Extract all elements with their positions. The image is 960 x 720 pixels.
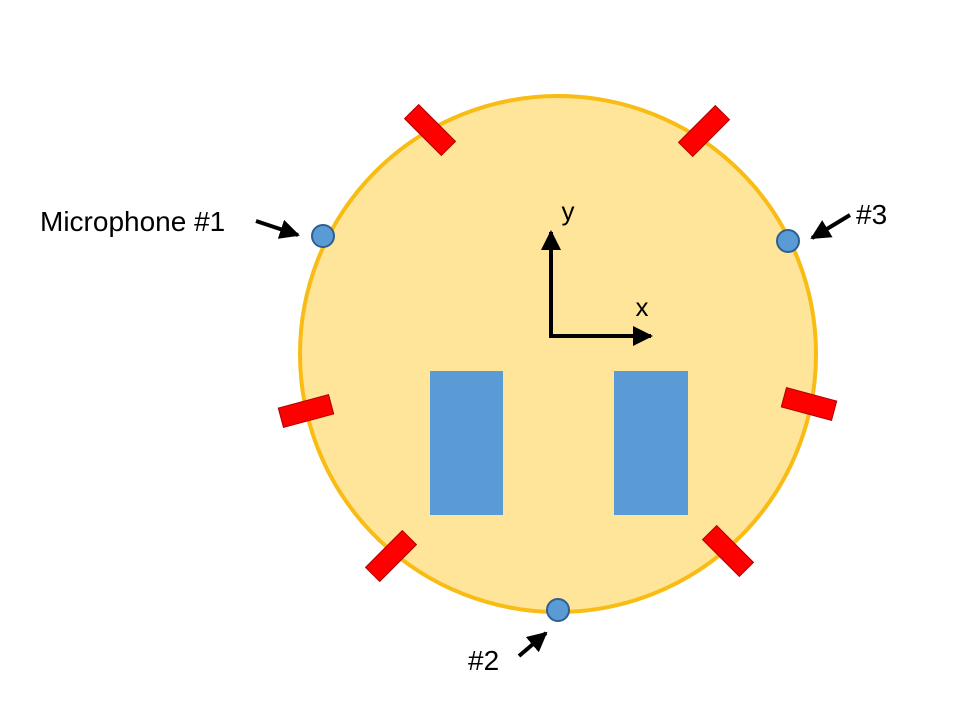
y-axis-label: y [562, 196, 575, 226]
sensor-right [780, 386, 838, 422]
microphone-2-icon [546, 598, 570, 622]
microphone-2-label: #2 [468, 645, 499, 676]
sensor-left [277, 393, 335, 429]
microphone-1-pointer-arrow-icon [255, 219, 300, 239]
x-axis-label: x [636, 292, 649, 322]
sensor-top-left [403, 103, 457, 157]
sensor-top-right [677, 104, 731, 158]
microphone-1-label: Microphone #1 [40, 206, 225, 237]
robot-body [298, 94, 818, 614]
microphone-3-pointer-arrow-icon [810, 213, 852, 240]
microphone-2-pointer-arrow-icon [517, 631, 548, 658]
microphone-3-icon [776, 229, 800, 253]
wheel-left [430, 371, 503, 515]
sensor-bottom-left [364, 529, 418, 583]
wheel-right [614, 371, 688, 515]
microphone-3-label: #3 [856, 199, 887, 230]
sensor-group [277, 103, 838, 583]
microphone-1-icon [311, 224, 335, 248]
coordinate-axes: y x [541, 196, 653, 346]
sensor-bottom-right [701, 524, 755, 578]
